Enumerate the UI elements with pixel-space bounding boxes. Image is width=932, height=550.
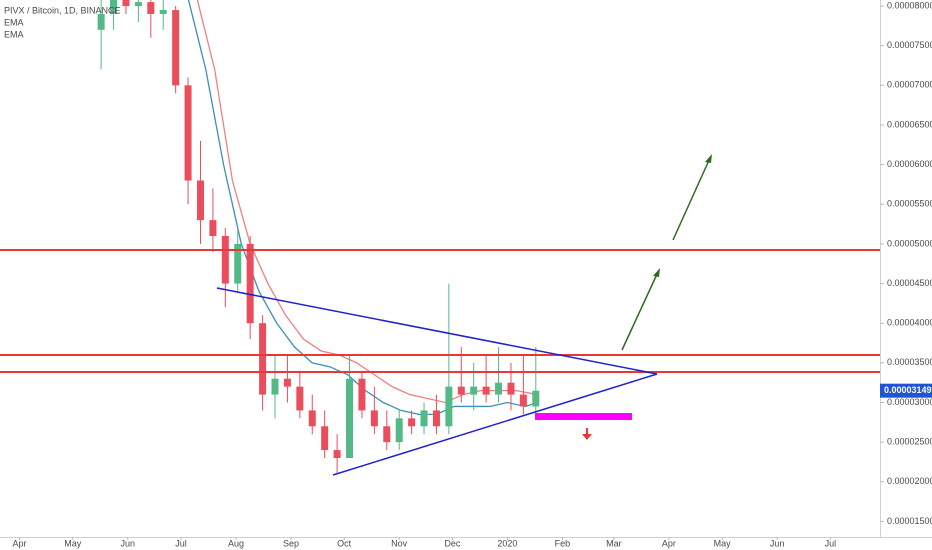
candle-body bbox=[395, 418, 403, 443]
candle-body bbox=[532, 390, 540, 407]
candle-body bbox=[283, 378, 291, 387]
candle-body bbox=[209, 220, 217, 236]
candle-body bbox=[346, 378, 354, 458]
arrow-head bbox=[653, 268, 660, 277]
y-tick-label: 0.00005500 bbox=[887, 199, 932, 209]
candle-body bbox=[246, 243, 254, 324]
candle-body bbox=[134, 2, 142, 7]
candle-body bbox=[420, 410, 428, 427]
up-arrow bbox=[621, 271, 659, 351]
candle-body bbox=[370, 410, 378, 427]
candle-body bbox=[408, 418, 416, 427]
drawings bbox=[0, 154, 880, 476]
price-label: 0.00003149 bbox=[884, 385, 932, 395]
x-tick-label: May bbox=[714, 538, 732, 548]
x-tick-label: Apr bbox=[662, 538, 676, 548]
candle-body bbox=[196, 180, 204, 221]
candle-body bbox=[445, 386, 453, 427]
down-arrow bbox=[582, 428, 592, 440]
y-tick-label: 0.00004500 bbox=[887, 278, 932, 288]
x-tick-label: Sep bbox=[283, 538, 299, 548]
candle-body bbox=[321, 426, 329, 451]
up-arrow bbox=[672, 157, 711, 241]
trendline bbox=[332, 373, 658, 476]
candle-body bbox=[122, 0, 130, 7]
candle-body bbox=[97, 13, 105, 30]
candle-body bbox=[184, 85, 192, 181]
x-tick-label: Jun bbox=[120, 538, 135, 548]
candle-body bbox=[259, 323, 267, 395]
x-tick-label: Jul bbox=[825, 538, 837, 548]
y-tick-label: 0.00006000 bbox=[887, 159, 932, 169]
x-tick-label: Jul bbox=[175, 538, 187, 548]
arrow-head bbox=[705, 154, 712, 163]
candle-body bbox=[234, 243, 242, 284]
candle-body bbox=[172, 10, 180, 86]
legend-entry: EMA bbox=[4, 29, 24, 39]
trendline bbox=[216, 287, 658, 375]
x-tick-label: Mar bbox=[606, 538, 622, 548]
candle-body bbox=[507, 382, 515, 395]
candle-body bbox=[271, 378, 279, 395]
candle-body bbox=[221, 235, 229, 284]
y-tick-label: 0.00007000 bbox=[887, 80, 932, 90]
x-tick-label: Aug bbox=[228, 538, 244, 548]
x-tick-label: Dec bbox=[444, 538, 461, 548]
legend-entry: EMA bbox=[4, 17, 24, 27]
candle-body bbox=[308, 410, 316, 427]
x-tick-label: Oct bbox=[337, 538, 352, 548]
candle-body bbox=[383, 426, 391, 443]
candle-body bbox=[495, 382, 503, 395]
x-tick-label: Jun bbox=[770, 538, 785, 548]
y-tick-label: 0.00004000 bbox=[887, 318, 932, 328]
price-label-bg bbox=[880, 383, 932, 398]
candle-body bbox=[432, 410, 440, 427]
candle-body bbox=[333, 450, 341, 458]
candle-body bbox=[296, 386, 304, 411]
candle-body bbox=[482, 386, 490, 395]
x-tick-label: Apr bbox=[13, 538, 27, 548]
y-tick-label: 0.00006500 bbox=[887, 119, 932, 129]
support-zone bbox=[535, 413, 632, 420]
x-tick-label: Nov bbox=[391, 538, 408, 548]
y-tick-label: 0.00002500 bbox=[887, 437, 932, 447]
y-tick-label: 0.00005000 bbox=[887, 238, 932, 248]
candle-body bbox=[147, 2, 155, 14]
candle-body bbox=[358, 378, 366, 411]
candle-body bbox=[457, 386, 465, 395]
candle-body bbox=[110, 0, 118, 14]
candle-body bbox=[519, 394, 527, 407]
y-tick-label: 0.00001500 bbox=[887, 516, 932, 526]
plot-area bbox=[97, 0, 540, 474]
x-tick-label: 2020 bbox=[497, 538, 517, 548]
y-tick-label: 0.00003500 bbox=[887, 357, 932, 367]
y-tick-label: 0.00007500 bbox=[887, 40, 932, 50]
x-tick-label: Feb bbox=[555, 538, 571, 548]
candle-body bbox=[470, 386, 478, 395]
y-tick-label: 0.00002000 bbox=[887, 476, 932, 486]
candle-body bbox=[159, 10, 167, 14]
y-tick-label: 0.00003000 bbox=[887, 397, 932, 407]
chart-title: PIVX / Bitcoin, 1D, BINANCE bbox=[4, 5, 121, 15]
x-tick-label: May bbox=[64, 538, 82, 548]
y-tick-label: 0.00008000 bbox=[887, 0, 932, 10]
